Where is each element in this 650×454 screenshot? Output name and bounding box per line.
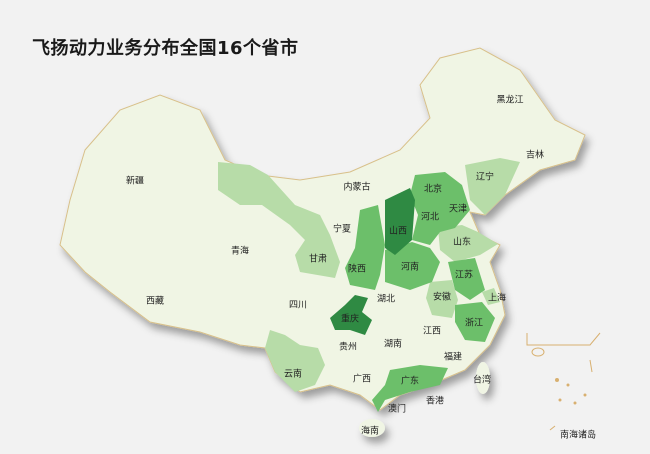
region-label: 湖北 bbox=[376, 294, 396, 305]
region-beijing-hebei-tianjin bbox=[410, 172, 470, 245]
region-label: 西藏 bbox=[145, 296, 165, 307]
region-label: 辽宁 bbox=[475, 172, 495, 183]
region-label: 陕西 bbox=[347, 264, 367, 275]
taiwan-island bbox=[476, 362, 490, 394]
region-label: 湖南 bbox=[383, 339, 403, 350]
region-label: 安徽 bbox=[432, 292, 452, 303]
region-label: 江西 bbox=[422, 326, 442, 337]
hainan-island bbox=[359, 419, 385, 437]
south-china-sea-inset bbox=[526, 332, 601, 431]
region-henan bbox=[385, 242, 440, 290]
region-label: 新疆 bbox=[125, 176, 145, 187]
region-shaanxi bbox=[345, 205, 385, 290]
region-label: 上海 bbox=[487, 293, 507, 304]
region-label: 广西 bbox=[352, 374, 372, 385]
region-guangdong bbox=[372, 365, 448, 412]
region-label: 浙江 bbox=[464, 318, 484, 329]
region-shanxi bbox=[385, 188, 415, 255]
region-label: 江苏 bbox=[454, 270, 474, 281]
region-label: 台湾 bbox=[472, 375, 492, 386]
region-label: 海南 bbox=[360, 426, 380, 437]
region-label: 河南 bbox=[400, 262, 420, 273]
region-label: 河北 bbox=[420, 212, 440, 223]
region-label: 山西 bbox=[388, 226, 408, 237]
region-label: 南海诸岛 bbox=[559, 430, 597, 441]
region-shanghai bbox=[482, 288, 500, 305]
region-anhui bbox=[426, 280, 458, 318]
region-label: 宁夏 bbox=[332, 224, 352, 235]
region-label: 北京 bbox=[423, 184, 443, 195]
region-label: 贵州 bbox=[338, 342, 358, 353]
region-liaoning bbox=[465, 158, 520, 215]
region-label: 青海 bbox=[230, 246, 250, 257]
region-label: 香港 bbox=[425, 396, 445, 407]
region-label: 福建 bbox=[443, 352, 463, 363]
region-zhejiang bbox=[455, 302, 495, 342]
region-gansu bbox=[218, 162, 340, 278]
region-label: 天津 bbox=[448, 204, 468, 215]
region-chongqing bbox=[330, 295, 372, 335]
region-label: 重庆 bbox=[340, 314, 360, 325]
region-label: 四川 bbox=[288, 300, 308, 311]
region-label: 广东 bbox=[400, 376, 420, 387]
region-yunnan bbox=[265, 330, 325, 392]
region-label: 甘肃 bbox=[308, 254, 328, 265]
region-label: 澳门 bbox=[387, 404, 407, 415]
region-label: 山东 bbox=[452, 237, 472, 248]
region-label: 黑龙江 bbox=[496, 95, 524, 106]
region-label: 云南 bbox=[283, 369, 303, 380]
region-label: 内蒙古 bbox=[343, 182, 371, 193]
map-title: 飞扬动力业务分布全国16个省市 bbox=[32, 38, 299, 59]
region-label: 吉林 bbox=[525, 150, 545, 161]
region-shandong bbox=[438, 225, 498, 262]
region-jiangsu bbox=[448, 258, 485, 300]
